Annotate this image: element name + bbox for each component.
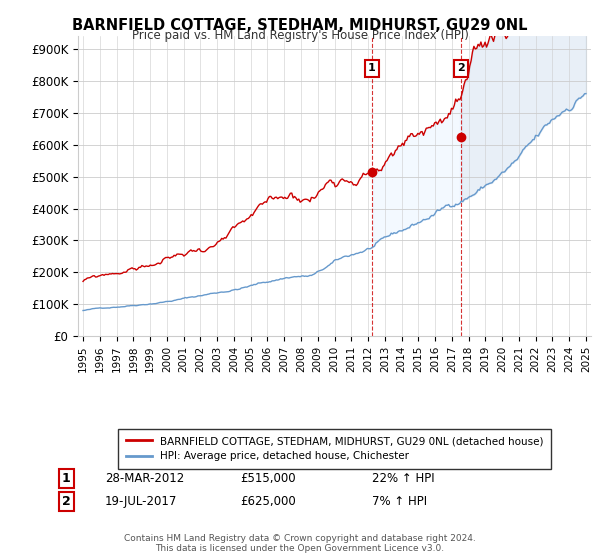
Text: 28-MAR-2012: 28-MAR-2012 xyxy=(105,472,184,486)
Text: 2: 2 xyxy=(457,63,465,73)
Text: £515,000: £515,000 xyxy=(240,472,296,486)
Text: 22% ↑ HPI: 22% ↑ HPI xyxy=(372,472,434,486)
Text: BARNFIELD COTTAGE, STEDHAM, MIDHURST, GU29 0NL: BARNFIELD COTTAGE, STEDHAM, MIDHURST, GU… xyxy=(72,18,528,33)
Text: Contains HM Land Registry data © Crown copyright and database right 2024.
This d: Contains HM Land Registry data © Crown c… xyxy=(124,534,476,553)
Text: Price paid vs. HM Land Registry's House Price Index (HPI): Price paid vs. HM Land Registry's House … xyxy=(131,29,469,42)
Text: 1: 1 xyxy=(368,63,376,73)
Text: 2: 2 xyxy=(62,494,70,508)
Text: £625,000: £625,000 xyxy=(240,494,296,508)
Text: 1: 1 xyxy=(62,472,70,486)
Text: 7% ↑ HPI: 7% ↑ HPI xyxy=(372,494,427,508)
Legend: BARNFIELD COTTAGE, STEDHAM, MIDHURST, GU29 0NL (detached house), HPI: Average pr: BARNFIELD COTTAGE, STEDHAM, MIDHURST, GU… xyxy=(118,429,551,469)
Text: 19-JUL-2017: 19-JUL-2017 xyxy=(105,494,178,508)
